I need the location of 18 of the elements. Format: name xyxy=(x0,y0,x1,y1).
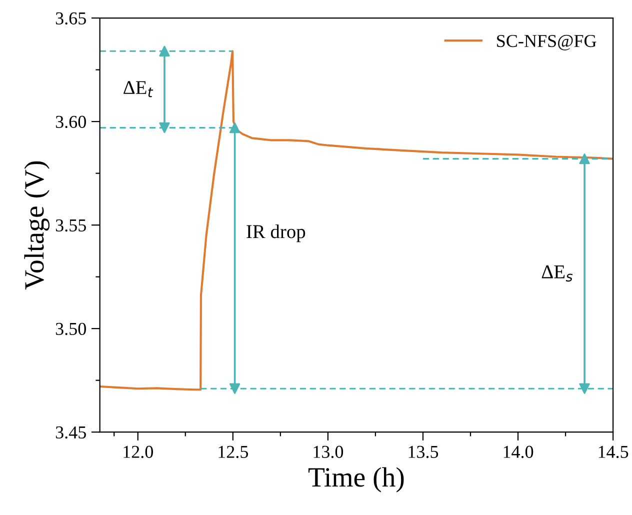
y-axis-title: Voltage (V) xyxy=(24,161,50,290)
y-tick-label: 3.55 xyxy=(56,219,86,232)
x-tick-label: 14.5 xyxy=(598,446,628,458)
x-tick-label: 13.5 xyxy=(408,446,438,458)
x-tick-label: 13.0 xyxy=(314,446,344,458)
x-tick-label: 14.0 xyxy=(504,446,534,458)
x-tick-label: 12.5 xyxy=(218,446,248,458)
y-tick-label: 3.60 xyxy=(56,116,86,128)
y-tick-label: 3.50 xyxy=(56,322,86,336)
line-series xyxy=(100,50,614,391)
annotation: ΔE$_{s}$ xyxy=(542,265,573,282)
annotation: IR drop xyxy=(246,224,306,242)
y-tick-label: 3.65 xyxy=(56,12,86,25)
x-tick-label: 12.0 xyxy=(124,446,153,458)
y-tick-label: 3.45 xyxy=(56,426,86,439)
x-axis-title: Time (h) xyxy=(308,467,404,492)
legend-label: SC-NFS@FG xyxy=(497,34,596,50)
annotation: ΔE$_{t}$ xyxy=(124,81,154,98)
